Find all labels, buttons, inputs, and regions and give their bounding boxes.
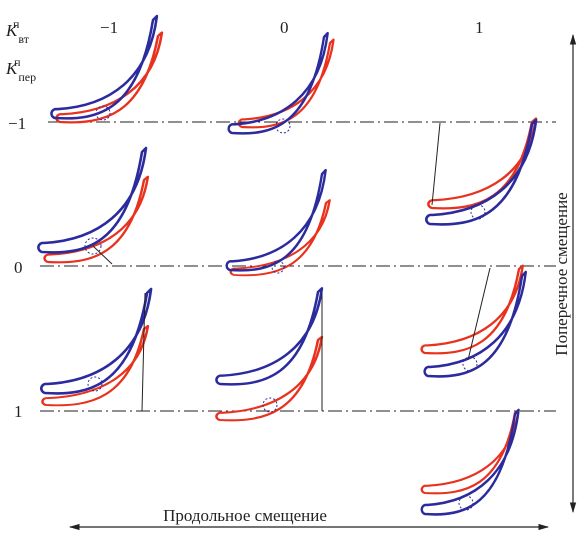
x-axis-label: Продольное смещение	[163, 506, 327, 525]
k-vt-label: Kвтп	[5, 17, 30, 46]
row-label: 1	[14, 402, 23, 421]
blades	[37, 14, 538, 516]
y-axis-label: Поперечное смещение	[552, 192, 571, 355]
row-label: 0	[14, 258, 23, 277]
row-label: −1	[8, 114, 26, 133]
k-per-label: Kперп	[5, 55, 36, 84]
column-label: 1	[475, 18, 484, 37]
column-label: −1	[100, 18, 118, 37]
column-label: 0	[280, 18, 289, 37]
